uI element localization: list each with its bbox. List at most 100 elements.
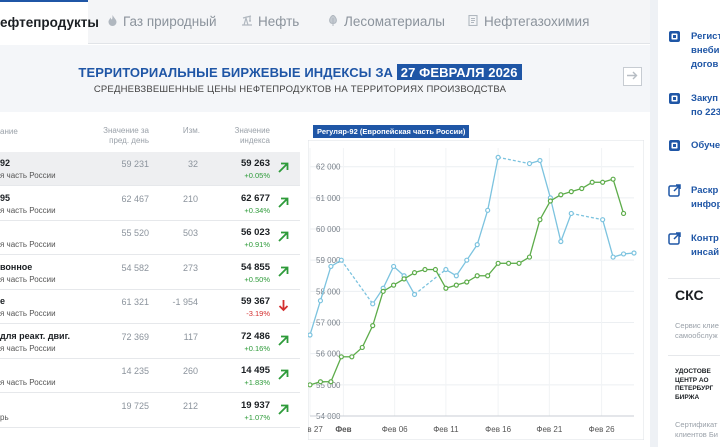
- table-row[interactable]: вонное я часть России 54 582 273 54 855 +0.50…: [0, 256, 300, 290]
- data-point: [411, 270, 418, 276]
- table-row[interactable]: я часть России 14 235 260 14 495 +1.83%: [0, 359, 300, 393]
- arrow-up-right-icon: [278, 335, 289, 346]
- data-point: [370, 301, 376, 307]
- right-sidebar: СКС Сервис клие самообслуж УДОСТОВЕ ЦЕНТ…: [658, 0, 720, 447]
- arrow-up-right-icon: [278, 231, 289, 242]
- data-point: [495, 260, 501, 266]
- series-line-segment: [361, 325, 374, 348]
- change-percent: +1.83%: [244, 378, 270, 387]
- data-point: [308, 382, 313, 388]
- chart-frame: [308, 140, 644, 440]
- tab-oil-products[interactable]: ефтепродукты: [0, 0, 99, 45]
- data-point: [401, 276, 407, 282]
- change-percent: +0.16%: [244, 343, 270, 353]
- product-region: рь: [0, 412, 9, 422]
- index-banner: ТЕРРИТОРИАЛЬНЫЕ БИРЖЕВЫЕ ИНДЕКСЫ ЗА 27 Ф…: [0, 45, 650, 112]
- data-point: [610, 176, 616, 182]
- table-row[interactable]: я часть России 55 520 503 56 023 +0.91%: [0, 221, 300, 255]
- data-point: [380, 288, 386, 294]
- sks-description-l2: самообслуж: [675, 331, 718, 340]
- series-line-segment: [414, 269, 447, 295]
- data-point: [516, 260, 522, 266]
- data-point: [589, 179, 595, 185]
- series-line-segment: [330, 356, 342, 382]
- prev-value: 14 235: [121, 366, 149, 376]
- oil-derrick-icon: [240, 1, 254, 45]
- chart-title: Регуляр-92 (Европейская часть России): [313, 125, 470, 138]
- series-line-segment: [539, 160, 552, 199]
- data-point: [359, 344, 365, 351]
- data-point: [485, 273, 491, 279]
- sidebar-link-text: инсай: [691, 247, 720, 258]
- change-value: 210: [182, 193, 198, 204]
- data-point: [600, 217, 606, 223]
- table-row[interactable]: 92 я часть России 59 231 32 59 263 +0.05%: [0, 152, 300, 186]
- certification-center-title[interactable]: УДОСТОВЕ ЦЕНТР АО ПЕТЕРБУРГ БИРЖА: [675, 368, 713, 402]
- cert-title-l4: БИРЖА: [675, 393, 700, 401]
- data-point: [317, 298, 324, 304]
- sidebar-link-text: внеби: [691, 45, 720, 56]
- table-row[interactable]: для реакт. двиг. я часть России 72 369 117 7…: [0, 325, 300, 359]
- series-line-segment: [539, 200, 551, 220]
- price-chart[interactable]: 62 000 61 000 60 000 59 000 58 000 57 000 56 0…: [308, 140, 644, 440]
- series-line-segment: [340, 259, 374, 305]
- data-point: [505, 260, 512, 266]
- prev-value: 61 321: [121, 297, 149, 307]
- education-icon: [669, 140, 680, 151]
- table-row[interactable]: 95 я часть России 62 467 210 62 677 +0.34%: [0, 187, 300, 221]
- x-tick-label: Фев 21: [536, 425, 562, 434]
- cert-title-l1: УДОСТОВЕ: [675, 368, 711, 375]
- next-arrow-button[interactable]: [623, 67, 642, 86]
- col-name-header: ание: [0, 127, 18, 136]
- data-point: [537, 157, 543, 164]
- sks-title[interactable]: СКС: [675, 287, 704, 303]
- data-point: [453, 282, 459, 288]
- arrow-up-right-icon: [278, 404, 289, 415]
- series-line-segment: [372, 291, 384, 326]
- tab-natural-gas[interactable]: Газ природный: [105, 0, 217, 44]
- prev-value: 59 231: [121, 159, 149, 169]
- col-value-header-l2: индекса: [239, 136, 270, 145]
- change-value: 503: [182, 228, 198, 238]
- y-tick-label: 59 000: [316, 256, 341, 265]
- index-value: 59 367: [240, 296, 270, 307]
- arrow-up-right-icon: [278, 197, 289, 208]
- index-value: 59 263: [240, 158, 270, 169]
- data-point: [568, 210, 574, 217]
- data-point: [443, 285, 449, 291]
- series-line-segment: [602, 219, 614, 258]
- divider: [668, 278, 720, 279]
- main-panel: ефтепродукты Газ природный Нефть Лесомат…: [0, 0, 650, 447]
- series-line-segment: [487, 262, 499, 277]
- table-row[interactable]: е я часть России 61 321 -1 954 59 367 -3.19%: [0, 290, 300, 324]
- change-value: -1 954: [172, 297, 198, 307]
- date-selector[interactable]: 27 ФЕВРАЛЯ 2026: [396, 64, 522, 80]
- table-row[interactable]: рь 19 725 212 19 937 +1.07%: [0, 394, 300, 428]
- series-line-segment: [571, 212, 603, 221]
- data-point: [558, 192, 564, 198]
- commodity-tabs: ефтепродукты Газ природный Нефть Лесомат…: [0, 0, 650, 45]
- series-line-segment: [560, 213, 572, 242]
- product-region: я часть России: [0, 378, 56, 387]
- data-point: [338, 354, 344, 360]
- product-name: 95: [0, 192, 11, 203]
- series-line-segment: [549, 197, 562, 242]
- tab-petrochemistry[interactable]: Нефтегазохимия: [466, 0, 589, 44]
- product-region: я часть России: [0, 309, 56, 318]
- x-tick-label: Фев 06: [382, 425, 408, 434]
- tab-timber[interactable]: Лесоматериалы: [326, 0, 445, 44]
- external-link-icon: [668, 232, 681, 245]
- tab-oil[interactable]: Нефть: [240, 0, 299, 44]
- y-tick-label: 56 000: [316, 350, 341, 359]
- arrow-up-right-icon: [278, 162, 289, 173]
- banner-subtitle: СРЕДНЕВЗВЕШЕННЫЕ ЦЕНЫ НЕФТЕПРОДУКТОВ НА …: [93, 84, 507, 95]
- y-tick-label: 60 000: [316, 225, 341, 234]
- sidebar-link-text: по 223: [691, 107, 720, 118]
- data-point: [600, 179, 606, 185]
- col-prev-header-l1: Значение за: [103, 126, 149, 135]
- series-line-segment: [434, 269, 447, 289]
- data-point: [610, 254, 616, 260]
- data-point: [495, 154, 501, 160]
- product-region: я часть России: [0, 240, 56, 249]
- change-percent: +0.05%: [244, 171, 270, 180]
